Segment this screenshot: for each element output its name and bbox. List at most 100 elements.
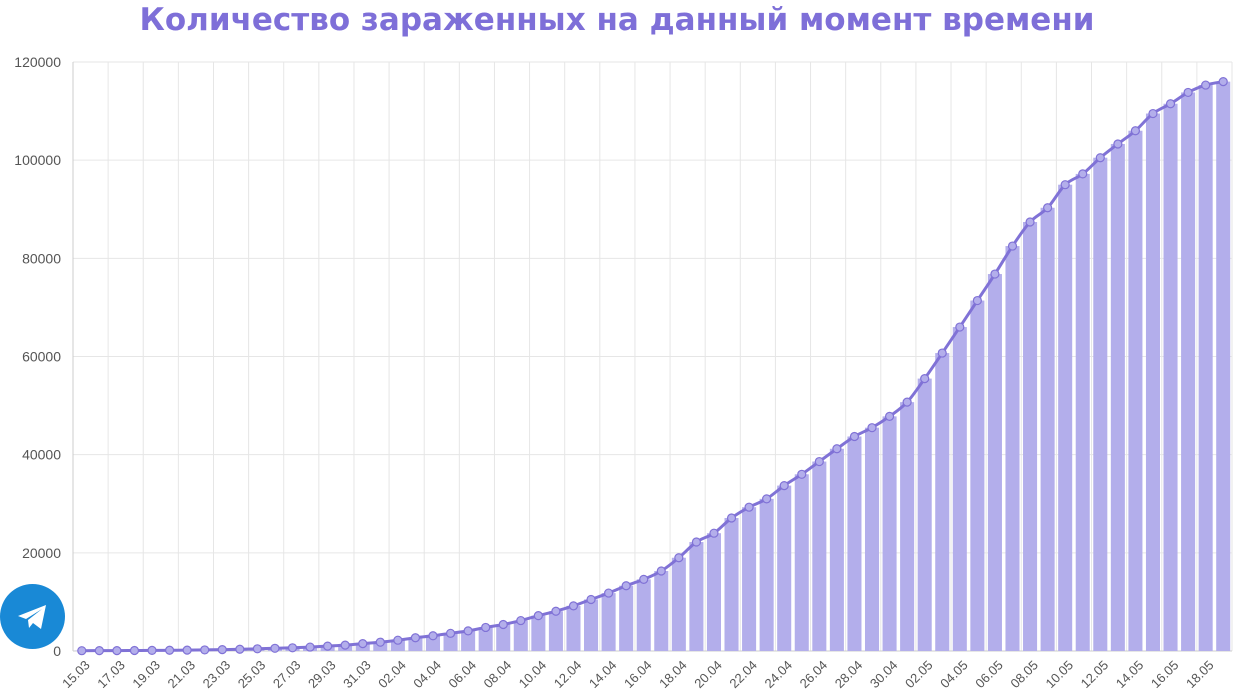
point-20.04 [709,528,719,538]
bar-06.04 [461,630,476,651]
point-30.03 [340,640,350,650]
x-tick-label-12.05: 12.05 [1078,657,1112,691]
bar-18.04 [671,557,686,651]
x-tick-label-31.03: 31.03 [340,657,374,691]
bar-25.04 [794,474,809,651]
x-tick-label-02.04: 02.04 [375,657,409,691]
point-23.04 [762,494,772,504]
x-tick-label-16.04: 16.04 [621,657,655,691]
bar-02.04 [390,640,405,651]
x-tick-label-10.04: 10.04 [516,657,550,691]
point-04.04 [428,631,438,641]
bar-22.04 [742,507,757,651]
x-tick-label-23.03: 23.03 [200,657,234,691]
point-18.04 [674,553,684,563]
point-01.04 [375,637,385,647]
bar-03.04 [408,637,423,651]
point-07.04 [481,622,491,633]
point-02.05 [920,373,930,384]
point-19.04 [691,537,702,547]
x-tick-label-16.05: 16.05 [1148,657,1182,691]
bar-12.04 [566,605,581,651]
bar-30.04 [882,416,897,651]
point-05.04 [445,628,456,638]
point-11.04 [551,606,561,616]
point-13.05 [1113,139,1123,149]
point-23.03 [217,645,227,655]
point-30.04 [884,411,895,421]
x-tick-label-14.04: 14.04 [586,657,620,691]
grid [72,61,1233,652]
bar-08.04 [496,624,511,651]
point-31.03 [358,639,368,649]
y-tick-label-4: 80000 [22,250,61,266]
point-28.03 [305,642,315,652]
telegram-button[interactable] [0,584,65,649]
chart-title: Количество зараженных на данный момент в… [139,2,1095,38]
point-11.05 [1078,169,1088,179]
y-tick-label-6: 120000 [14,54,61,70]
bar-03.05 [935,353,950,651]
point-02.04 [393,635,403,645]
point-05.05 [972,295,982,306]
point-29.03 [323,641,333,651]
bar-08.05 [1023,222,1038,652]
point-22.03 [200,645,210,655]
y-tick-label-0: 0 [53,643,61,659]
point-16.05 [1165,99,1176,109]
bar-16.04 [636,579,651,651]
x-tick-label-26.04: 26.04 [797,657,831,691]
bar-13.05 [1110,143,1125,651]
point-17.04 [656,566,666,576]
x-tick-label-18.04: 18.04 [656,657,690,691]
bar-11.05 [1075,173,1090,651]
bar-27.04 [829,448,844,651]
x-tick-label-14.05: 14.05 [1113,657,1147,691]
x-axis-ticks: 15.03 17.03 19.03 21.03 23.03 25.03 27.03 29.03… [59,657,1216,691]
point-13.04 [586,594,596,605]
point-20.03 [164,645,175,655]
point-27.03 [287,643,298,653]
x-tick-label-10.05: 10.05 [1043,657,1077,691]
point-08.04 [498,619,508,630]
x-tick-label-28.04: 28.04 [832,657,866,691]
point-25.04 [797,469,807,479]
point-12.05 [1095,153,1105,163]
bar-28.04 [847,436,862,651]
points [77,77,1228,656]
point-09.05 [1043,203,1053,213]
bar-15.04 [619,585,634,651]
bar-21.04 [724,517,739,651]
point-29.04 [867,423,877,433]
point-06.05 [990,269,1000,279]
bar-05.04 [443,633,458,651]
x-tick-label-27.03: 27.03 [270,657,304,691]
bar-11.04 [548,611,563,651]
bar-02.05 [917,378,932,651]
point-03.05 [937,348,947,358]
bar-19.04 [689,542,704,651]
point-12.04 [568,601,579,611]
y-tick-label-3: 60000 [22,349,61,365]
point-09.04 [516,615,526,626]
point-15.05 [1148,108,1158,119]
bar-12.05 [1093,157,1108,651]
bar-16.05 [1163,103,1178,652]
point-18.03 [129,645,140,656]
point-21.04 [726,513,737,523]
bar-07.04 [478,627,493,651]
point-24.03 [235,644,245,654]
point-22.04 [744,502,754,512]
point-15.04 [621,581,631,591]
x-tick-label-20.04: 20.04 [691,657,725,691]
x-tick-label-04.05: 04.05 [937,657,971,691]
x-tick-label-19.03: 19.03 [129,657,163,691]
point-18.05 [1201,80,1211,90]
x-tick-label-06.04: 06.04 [445,657,479,691]
x-tick-label-04.04: 04.04 [410,657,444,691]
bar-13.04 [584,599,599,651]
bar-09.04 [513,620,528,651]
x-tick-label-21.03: 21.03 [164,657,198,691]
bar-04.05 [952,327,967,651]
